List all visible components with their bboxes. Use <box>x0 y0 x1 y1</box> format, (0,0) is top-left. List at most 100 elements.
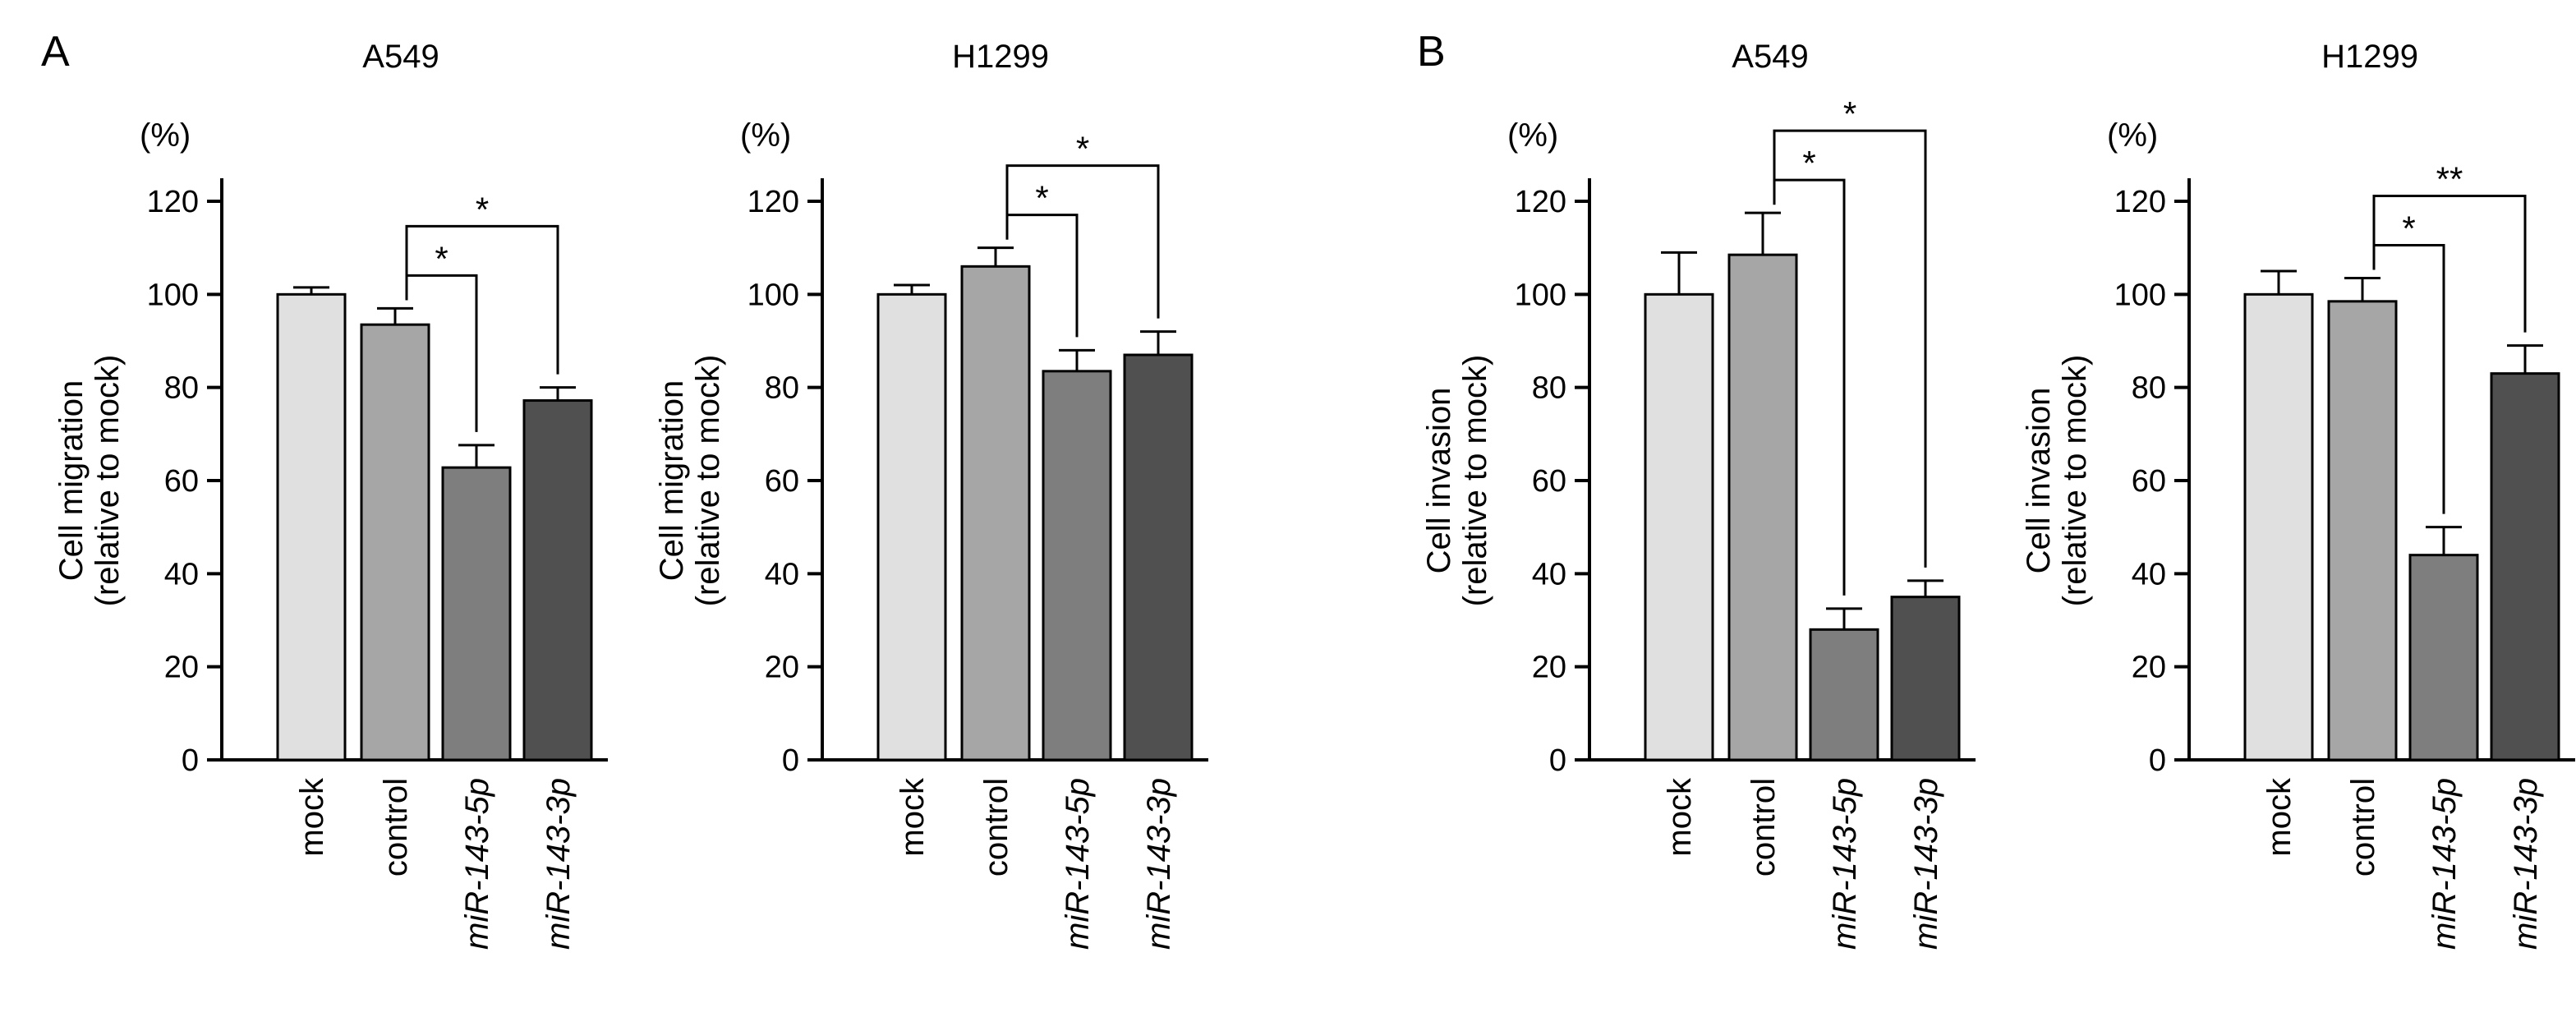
x-tick-label: miR-143-5p <box>2426 778 2463 950</box>
bar-mock <box>1644 292 1714 762</box>
chart-title: A549 <box>362 39 439 75</box>
x-tick-label: control <box>2345 778 2381 877</box>
y-tick-label: 60 <box>2132 464 2166 499</box>
y-tick-label: 60 <box>765 464 799 499</box>
significance-bracket <box>405 224 559 375</box>
bar-mir-143-3p <box>1890 596 1961 762</box>
y-axis-label-line: Cell migration <box>53 380 90 582</box>
y-axis-label-line: (relative to mock) <box>690 355 726 607</box>
significance-bracket <box>2372 195 2527 333</box>
significance-label: * <box>2402 209 2415 248</box>
y-tick-label: 80 <box>2132 371 2166 406</box>
chart-2: H1299 (%) Cell migration(relative to mock)… <box>654 39 1208 950</box>
bar-control <box>2327 300 2398 762</box>
y-tick-label: 100 <box>1515 278 1566 312</box>
x-tick-label: mock <box>2261 777 2298 857</box>
y-axis-label-line: (relative to mock) <box>90 355 126 607</box>
bar-mir-143-3p <box>1123 353 1194 762</box>
significance-label: * <box>1843 94 1856 133</box>
y-tick-label: 100 <box>147 278 199 312</box>
y-tick-label: 40 <box>2132 557 2166 591</box>
y-tick-label: 0 <box>1549 743 1566 778</box>
chart-4: H1299 (%) Cell invasion(relative to mock) 0… <box>2021 39 2575 950</box>
bar-control <box>360 323 430 762</box>
x-tick-label: miR-143-3p <box>1908 778 1944 950</box>
x-tick-label: mock <box>895 777 931 857</box>
y-tick-label: 120 <box>748 185 799 219</box>
x-tick-label: miR-143-5p <box>1827 778 1863 950</box>
charts-group: A549(%)Cell migration(relative to mock)0… <box>53 39 2575 950</box>
y-tick-label: 20 <box>164 651 199 685</box>
bar-mock <box>2243 292 2314 762</box>
bar-mir-143-5p <box>1809 628 1879 762</box>
y-axis-label-line: Cell invasion <box>2021 388 2057 574</box>
bar-control <box>960 265 1031 762</box>
bar-mir-143-3p <box>522 399 593 762</box>
bar-mock <box>276 292 347 762</box>
chart-title: A549 <box>1732 39 1808 75</box>
x-tick-label: miR-143-5p <box>459 778 495 950</box>
x-tick-label: mock <box>1662 777 1698 857</box>
significance-bracket <box>1773 129 1927 568</box>
y-tick-label: 60 <box>1532 464 1566 499</box>
y-axis-label: Cell invasion(relative to mock) <box>2021 355 2093 607</box>
chart-title: H1299 <box>2321 39 2418 75</box>
y-tick-label: 80 <box>164 371 199 406</box>
bar-mir-143-5p <box>1042 370 1112 762</box>
y-unit-label: (%) <box>2107 117 2158 154</box>
x-tick-label: mock <box>294 777 330 857</box>
y-unit-label: (%) <box>140 117 191 154</box>
y-tick-label: 40 <box>765 557 799 591</box>
significance-bracket <box>1005 164 1160 319</box>
significance-label: * <box>435 239 448 278</box>
y-axis-label-line: (relative to mock) <box>1457 355 1493 607</box>
significance-label: * <box>1802 144 1815 182</box>
chart-1: A549 (%) Cell migration(relative to mock) 0… <box>53 39 608 950</box>
x-tick-label: control <box>378 778 414 877</box>
y-unit-label: (%) <box>1507 117 1558 154</box>
significance-label: * <box>1076 130 1089 168</box>
bar-mir-143-5p <box>2408 554 2479 762</box>
y-tick-label: 20 <box>2132 651 2166 685</box>
y-tick-label: 80 <box>765 371 799 406</box>
y-tick-label: 40 <box>164 557 199 591</box>
chart-title: H1299 <box>952 39 1049 75</box>
y-axis-label-line: (relative to mock) <box>2057 355 2093 607</box>
x-tick-label: miR-143-5p <box>1060 778 1096 950</box>
y-tick-label: 120 <box>2114 185 2166 219</box>
bar-mir-143-5p <box>441 466 512 762</box>
chart-3: A549 (%) Cell invasion(relative to mock) 0 2… <box>1421 39 1976 950</box>
y-tick-label: 40 <box>1532 557 1566 591</box>
x-tick-label: miR-143-3p <box>2508 778 2544 950</box>
bar-mir-143-3p <box>2490 372 2560 762</box>
x-tick-label: control <box>1746 778 1782 877</box>
x-tick-label: control <box>978 778 1014 877</box>
y-tick-label: 100 <box>2114 278 2166 312</box>
y-axis-label-line: Cell migration <box>654 380 690 582</box>
y-tick-label: 0 <box>2149 743 2166 778</box>
y-axis-label: Cell migration(relative to mock) <box>53 355 126 607</box>
y-axis-label: Cell migration(relative to mock) <box>654 355 726 607</box>
bar-control <box>1727 253 1798 762</box>
x-tick-label: miR-143-3p <box>540 778 577 950</box>
y-tick-label: 120 <box>147 185 199 219</box>
y-tick-label: 100 <box>748 278 799 312</box>
y-tick-label: 20 <box>1532 651 1566 685</box>
significance-label: * <box>476 190 489 228</box>
panel-label-b: B <box>1417 28 1446 76</box>
y-axis-label-line: Cell invasion <box>1421 388 1457 574</box>
y-tick-label: 60 <box>164 464 199 499</box>
bar-mock <box>876 292 947 762</box>
y-axis-label: Cell invasion(relative to mock) <box>1421 355 1493 607</box>
y-tick-label: 20 <box>765 651 799 685</box>
y-tick-label: 0 <box>782 743 799 778</box>
x-tick-label: miR-143-3p <box>1141 778 1177 950</box>
panel-label-a: A <box>41 28 70 76</box>
significance-label: * <box>1035 179 1048 218</box>
y-tick-label: 120 <box>1515 185 1566 219</box>
y-tick-label: 80 <box>1532 371 1566 406</box>
y-unit-label: (%) <box>740 117 791 154</box>
y-tick-label: 0 <box>182 743 199 778</box>
significance-label: ** <box>2436 160 2463 199</box>
